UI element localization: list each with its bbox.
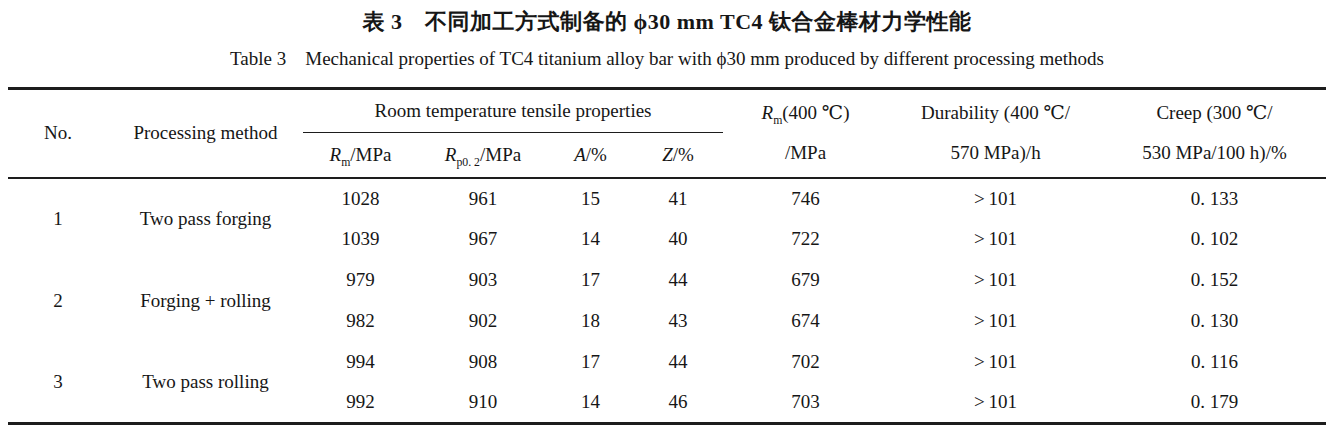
col-header-rm400: Rm(400 ℃) /MPa [723, 89, 888, 178]
cell-method: Two pass forging [108, 178, 303, 260]
mechanical-properties-table: No. Processing method Room temperature t… [8, 87, 1326, 425]
table-cell: 0. 152 [1103, 260, 1326, 301]
rm400-condition: (400 ℃) [782, 102, 849, 123]
table-cell: 908 [418, 342, 548, 383]
table-cell: 903 [418, 260, 548, 301]
rm-unit: /MPa [350, 144, 391, 165]
paper-table-figure: 表 3 不同加工方式制备的 ϕ30 mm TC4 钛合金棒材力学性能 Table… [0, 0, 1334, 432]
table-cell: 41 [633, 178, 723, 219]
col-header-durability-line1: Durability (400 ℃/ [888, 93, 1103, 133]
col-header-durability-line2: 570 MPa)/h [888, 133, 1103, 173]
table-cell: 0. 179 [1103, 383, 1326, 424]
table-cell: > 101 [888, 342, 1103, 383]
table-body: 1 Two pass forging 1028 961 15 41 746 > … [8, 178, 1326, 424]
col-header-creep-line2: 530 MPa/100 h)/% [1103, 133, 1326, 173]
table-cell: 44 [633, 342, 723, 383]
symbol-a: A [574, 144, 586, 165]
table-cell: 15 [548, 178, 633, 219]
table-cell: 703 [723, 383, 888, 424]
symbol-rp02-subscript: p0. 2 [456, 156, 480, 169]
symbol-rm: R [762, 102, 774, 123]
table-cell: 40 [633, 219, 723, 260]
symbol-rm: R [330, 144, 342, 165]
table-cell: 961 [418, 178, 548, 219]
table-cell: 14 [548, 219, 633, 260]
table-cell: 14 [548, 383, 633, 424]
cell-no: 2 [8, 260, 108, 342]
table-cell: > 101 [888, 219, 1103, 260]
table-row: 2 Forging + rolling 979 903 17 44 679 > … [8, 260, 1326, 301]
table-cell: 0. 102 [1103, 219, 1326, 260]
a-unit: /% [586, 144, 607, 165]
table-cell: 679 [723, 260, 888, 301]
table-caption-en: Table 3 Mechanical properties of TC4 tit… [0, 47, 1334, 71]
table-cell: 702 [723, 342, 888, 383]
col-header-durability: Durability (400 ℃/ 570 MPa)/h [888, 89, 1103, 178]
table-cell: 746 [723, 178, 888, 219]
cell-no: 1 [8, 178, 108, 260]
col-header-method: Processing method [108, 89, 303, 178]
table-cell: 992 [303, 383, 418, 424]
symbol-rm-subscript: m [773, 114, 782, 127]
table-cell: 979 [303, 260, 418, 301]
table-cell: 17 [548, 260, 633, 301]
table-caption-zh: 表 3 不同加工方式制备的 ϕ30 mm TC4 钛合金棒材力学性能 [0, 0, 1334, 36]
table-cell: 0. 116 [1103, 342, 1326, 383]
table-cell: 722 [723, 219, 888, 260]
symbol-rm-subscript: m [341, 156, 350, 169]
table-cell: 902 [418, 301, 548, 342]
table-row: 1 Two pass forging 1028 961 15 41 746 > … [8, 178, 1326, 219]
col-group-header-tensile: Room temperature tensile properties [303, 89, 723, 133]
col-header-creep-line1: Creep (300 ℃/ [1103, 93, 1326, 133]
table-row: 3 Two pass rolling 994 908 17 44 702 > 1… [8, 342, 1326, 383]
col-header-creep: Creep (300 ℃/ 530 MPa/100 h)/% [1103, 89, 1326, 178]
cell-no: 3 [8, 342, 108, 424]
col-header-rp02: Rp0. 2/MPa [418, 133, 548, 178]
cell-method: Forging + rolling [108, 260, 303, 342]
cell-method: Two pass rolling [108, 342, 303, 424]
col-header-rm400-line2: /MPa [723, 133, 888, 173]
rp02-unit: /MPa [480, 144, 521, 165]
table-cell: 0. 130 [1103, 301, 1326, 342]
col-header-elongation: A/% [548, 133, 633, 178]
table-cell: 994 [303, 342, 418, 383]
table-cell: > 101 [888, 301, 1103, 342]
table-cell: 982 [303, 301, 418, 342]
col-header-rm400-line1: Rm(400 ℃) [723, 93, 888, 133]
table-cell: > 101 [888, 260, 1103, 301]
table-cell: > 101 [888, 178, 1103, 219]
symbol-rp02: R [445, 144, 457, 165]
table-cell: 967 [418, 219, 548, 260]
table-cell: 910 [418, 383, 548, 424]
table-cell: 43 [633, 301, 723, 342]
table-header: No. Processing method Room temperature t… [8, 89, 1326, 178]
table-cell: 1028 [303, 178, 418, 219]
table-cell: > 101 [888, 383, 1103, 424]
table-cell: 674 [723, 301, 888, 342]
table-cell: 18 [548, 301, 633, 342]
table-cell: 0. 133 [1103, 178, 1326, 219]
table-cell: 17 [548, 342, 633, 383]
col-header-no: No. [8, 89, 108, 178]
symbol-z: Z [662, 144, 673, 165]
col-header-reduction: Z/% [633, 133, 723, 178]
table-cell: 1039 [303, 219, 418, 260]
col-header-rm: Rm/MPa [303, 133, 418, 178]
table-cell: 46 [633, 383, 723, 424]
table-cell: 44 [633, 260, 723, 301]
z-unit: /% [673, 144, 694, 165]
